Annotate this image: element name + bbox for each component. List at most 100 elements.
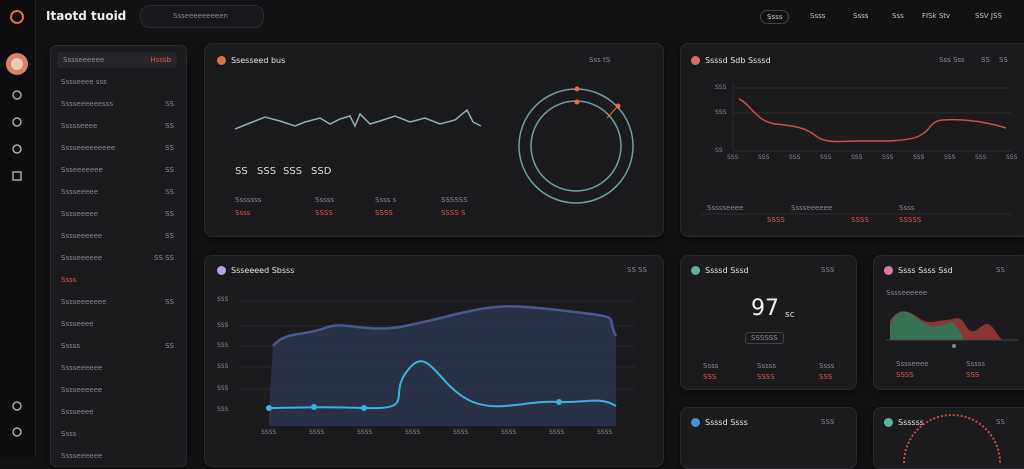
stat-label: Ssss [819, 362, 835, 370]
footer-value: SSSSS [899, 216, 922, 224]
nav-item[interactable]: FISk Stv [922, 12, 951, 20]
search-placeholder: Ssseeeeeeeeen [173, 12, 228, 20]
bottom-right-panel: Ssssss SS [873, 407, 1024, 469]
stat-label: Ssss [703, 362, 719, 370]
panel-action[interactable]: SS [996, 418, 1005, 426]
sidebar-item[interactable]: Ssssseeee [61, 122, 98, 130]
panel-action[interactable]: SSS [821, 418, 835, 426]
sidebar-item[interactable]: Sssseeeeee [61, 254, 103, 262]
sidebar-item[interactable]: Sssseeee sss [61, 78, 107, 86]
panel-action[interactable]: SS [996, 266, 1005, 274]
x-label: SSSS [453, 429, 469, 436]
x-label: SSS [913, 154, 925, 161]
x-label: SSS [882, 154, 894, 161]
x-label: SSS [975, 154, 987, 161]
x-label: SSSS [597, 429, 613, 436]
nav-item[interactable]: SSV JSS [975, 12, 1002, 20]
footer-label: Ssss [899, 204, 915, 212]
sidebar-item[interactable]: Sssseeeeeeeee [61, 144, 116, 152]
area-green [890, 311, 964, 340]
sidebar-item[interactable]: Sssseeee [61, 408, 94, 416]
ring-marker [574, 86, 580, 92]
logo[interactable] [10, 10, 24, 24]
sidebar-item[interactable]: Sssseeeeee [61, 452, 103, 460]
panel-action[interactable]: SS SS [627, 266, 647, 274]
x-label: SSSS [549, 429, 565, 436]
y-label: SSS [217, 322, 229, 329]
y-label: SSS [217, 406, 229, 413]
panel-action[interactable]: Sss Sss [939, 56, 965, 64]
nav-item[interactable]: Ssss [853, 12, 869, 20]
overview-panel: Ssesseed bus Sss tS SS SSS SSS SSD Sssssss Ss… [204, 43, 664, 237]
gauge [903, 414, 1001, 464]
trend-graphics [701, 84, 1011, 215]
icon-rail [0, 0, 36, 457]
x-label: SSS [820, 154, 832, 161]
sidebar: Sssseeeeee Hsssb Sssseeee sss Sssseeeeees… [50, 45, 187, 467]
footer-label: Sssseeeeee [791, 204, 833, 212]
sidebar-item[interactable]: Sssseeeeee [61, 232, 103, 240]
status-dot [691, 266, 700, 275]
sidebar-item[interactable]: Sssseeeeee [61, 386, 103, 394]
panel-action[interactable]: SS [981, 56, 990, 64]
nav-item[interactable]: Ssss [810, 12, 826, 20]
nav-item[interactable]: Sss [892, 12, 904, 20]
nav-icon[interactable] [12, 171, 22, 181]
panel-action[interactable]: SSS [821, 266, 835, 274]
sidebar-top[interactable]: Sssseeeeee Hsssb [57, 52, 177, 68]
footer-value: SSSS [851, 216, 869, 224]
app-title: Itaotd tuoid [46, 9, 127, 23]
nav-icon[interactable] [12, 401, 22, 411]
footer-value: SSSS [767, 216, 785, 224]
stat-value: SSS [966, 371, 980, 379]
sidebar-item[interactable]: Ssss [61, 276, 77, 284]
score-value: 97 [751, 296, 779, 321]
sidebar-item[interactable]: Sssseeeee [61, 210, 98, 218]
score-button[interactable]: SSSSSS [745, 332, 784, 344]
y-label: SSS [715, 109, 727, 116]
sidebar-item[interactable]: Ssss [61, 430, 77, 438]
status-dot [884, 418, 893, 427]
figure: SSD [311, 166, 332, 177]
y-label: SSS [217, 296, 229, 303]
sidebar-top-badge: Hsssb [150, 56, 171, 64]
score-panel: Ssssd Sssd SSS 97 sc SSSSSS Ssss SSS Sssss… [680, 255, 857, 390]
sidebar-badge: SS [165, 166, 174, 174]
nav-icon[interactable] [12, 427, 22, 437]
panel-action[interactable]: Sss tS [589, 56, 611, 64]
x-label: SSS [944, 154, 956, 161]
sidebar-item[interactable]: Sssseeee [61, 320, 94, 328]
trend-line [738, 98, 1007, 143]
y-label: SSS [217, 363, 229, 370]
x-label: SSS [727, 154, 739, 161]
sidebar-badge: SS [165, 210, 174, 218]
panel-action[interactable]: SS [999, 56, 1008, 64]
x-label: SSSS [405, 429, 421, 436]
x-label: SSS [758, 154, 770, 161]
nav-icon[interactable] [12, 117, 22, 127]
stat-label: Ssss s [375, 196, 397, 204]
panel-title: Ssssd Ssss [705, 418, 748, 427]
nav-icon[interactable] [12, 144, 22, 154]
ring-inner [530, 100, 622, 192]
sidebar-badge: SS [165, 144, 174, 152]
sidebar-item[interactable]: Sssseeeeee [61, 364, 103, 372]
nav-icon[interactable] [12, 90, 22, 100]
footer-label: Ssssseeee [707, 204, 744, 212]
search-box[interactable]: Ssseeeeeeeeen [140, 5, 264, 28]
y-label: SS [715, 147, 723, 154]
sidebar-item[interactable]: Sssseeeeeesss [61, 100, 114, 108]
sidebar-item[interactable]: Sssseeeeeee [61, 298, 107, 306]
nav-active[interactable]: Ssss [760, 10, 790, 24]
mix-graphics [886, 311, 1019, 348]
sidebar-top-label: Sssseeeeee [63, 56, 105, 64]
sidebar-item[interactable]: Sssseeeee [61, 188, 98, 196]
sidebar-item[interactable]: Ssseeeeeee [61, 166, 103, 174]
stat-value: Ssss [235, 209, 251, 217]
stat-label: Sssss [966, 360, 986, 368]
score-unit: sc [785, 310, 795, 320]
area-back-line [272, 305, 618, 347]
x-label: SSSS [261, 429, 277, 436]
sidebar-item[interactable]: Sssss [61, 342, 81, 350]
ring-pointer [606, 105, 619, 119]
